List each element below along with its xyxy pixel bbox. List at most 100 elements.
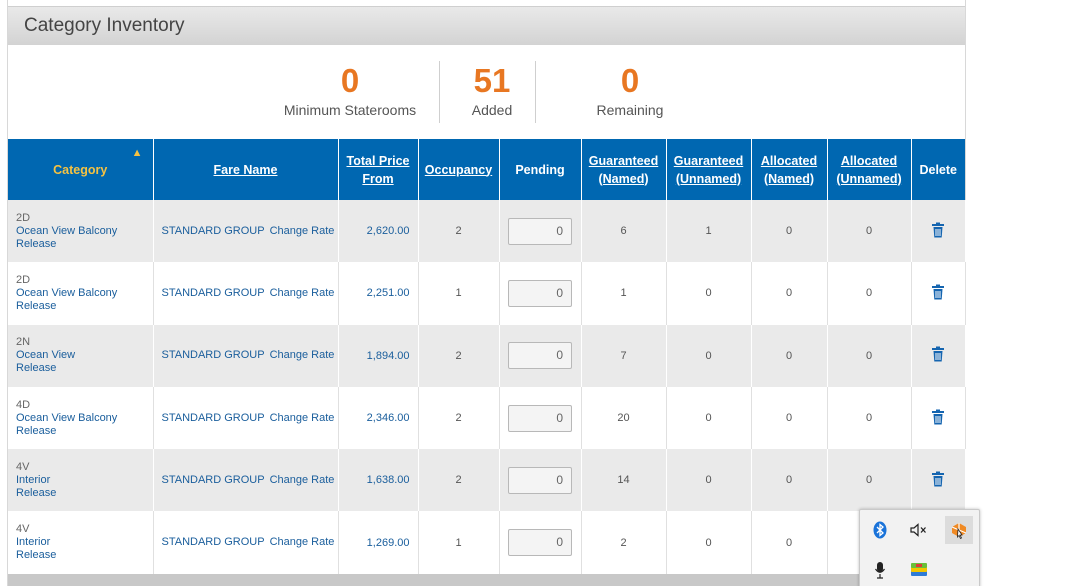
release-link[interactable]: Release [16, 362, 57, 375]
release-link[interactable]: Release [16, 424, 57, 437]
column-header-total-price-from[interactable]: Total Price From [338, 139, 419, 200]
table-row: 4D Ocean View Balcony Release STANDARD GROU… [8, 386, 966, 450]
column-header-allocated-unnamed[interactable]: Allocated (Unnamed) [827, 139, 912, 200]
allocated-named-cell: 0 [751, 386, 828, 450]
column-header-allocated-named[interactable]: Allocated (Named) [751, 139, 828, 200]
category-name-link[interactable]: Ocean View Balcony [16, 411, 118, 424]
column-header-guaranteed-named[interactable]: Guaranteed (Named) [581, 139, 667, 200]
trash-icon[interactable] [931, 284, 945, 303]
header-label: From [362, 171, 394, 186]
sort-ascending-icon: ▲ [131, 147, 143, 159]
pending-cell: 0 [499, 511, 582, 574]
change-rate-link[interactable]: Change Rate [269, 536, 335, 549]
trash-icon[interactable] [931, 471, 945, 490]
header-label: Delete [919, 162, 958, 177]
category-name-link[interactable]: Ocean View [16, 349, 76, 362]
change-rate-link[interactable]: Change Rate [269, 286, 335, 299]
release-link[interactable]: Release [16, 299, 57, 312]
guaranteed-unnamed-cell: 1 [666, 200, 752, 263]
release-link[interactable]: Release [16, 237, 57, 250]
category-name-link[interactable]: Ocean View Balcony [16, 286, 118, 299]
delete-cell [911, 449, 966, 512]
trash-icon[interactable] [931, 222, 945, 241]
allocated-unnamed-cell: 0 [827, 386, 912, 450]
fare-name-link[interactable]: STANDARD GROUP [161, 349, 265, 362]
stat-label: Remaining [596, 102, 664, 118]
change-rate-link[interactable]: Change Rate [269, 411, 335, 424]
header-label: Pending [515, 162, 565, 177]
panel-title: Category Inventory [24, 15, 185, 36]
pending-input[interactable]: 0 [508, 466, 572, 494]
allocated-named-cell: 0 [751, 262, 828, 325]
category-inventory-table: ▲ Category Fare Name Total Price From Oc… [8, 139, 966, 574]
delete-cell [911, 200, 966, 263]
category-cell: 4D Ocean View Balcony Release [8, 386, 154, 450]
guaranteed-named-cell: 6 [581, 200, 667, 263]
guaranteed-unnamed-cell: 0 [666, 386, 752, 450]
header-label: Occupancy [424, 162, 493, 177]
category-code: 4V [16, 523, 30, 536]
category-cell: 2D Ocean View Balcony Release [8, 200, 154, 263]
table-row: 4V Interior Release STANDARD GROUP Change Ra… [8, 449, 966, 512]
header-label: Total Price [346, 153, 410, 168]
release-link[interactable]: Release [16, 549, 57, 562]
pending-input[interactable]: 0 [508, 404, 572, 432]
fare-name-cell: STANDARD GROUP Change Rate [153, 511, 339, 574]
fare-name-link[interactable]: STANDARD GROUP [161, 286, 265, 299]
table-row: 4V Interior Release STANDARD GROUP Change Ra… [8, 511, 966, 574]
bluestacks-icon[interactable] [905, 556, 933, 584]
category-name-link[interactable]: Interior [16, 473, 51, 486]
guaranteed-unnamed-cell: 0 [666, 324, 752, 387]
table-row: 2D Ocean View Balcony Release STANDARD GROU… [8, 200, 966, 263]
column-header-guaranteed-unnamed[interactable]: Guaranteed (Unnamed) [666, 139, 752, 200]
occupancy-cell: 2 [418, 386, 500, 450]
header-label: (Unnamed) [675, 171, 742, 186]
column-header-occupancy[interactable]: Occupancy [418, 139, 500, 200]
stat-label: Minimum Staterooms [283, 102, 417, 118]
occupancy-cell: 2 [418, 200, 500, 263]
change-rate-link[interactable]: Change Rate [269, 349, 335, 362]
column-header-pending: Pending [499, 139, 582, 200]
total-price-cell: 1,894.00 [338, 324, 419, 387]
category-cell: 4V Interior Release [8, 511, 154, 574]
category-name-link[interactable]: Ocean View Balcony [16, 224, 118, 237]
table-footer-bar [8, 574, 965, 586]
stat-divider [535, 61, 536, 123]
pending-input[interactable]: 0 [508, 217, 572, 245]
fare-name-link[interactable]: STANDARD GROUP [161, 473, 265, 486]
change-rate-link[interactable]: Change Rate [269, 224, 335, 237]
pending-input[interactable]: 0 [508, 342, 572, 370]
category-name-link[interactable]: Interior [16, 536, 51, 549]
table-row: 2N Ocean View Release STANDARD GROUP Change … [8, 324, 966, 387]
header-label: Guaranteed [588, 153, 659, 168]
release-link[interactable]: Release [16, 486, 57, 499]
occupancy-cell: 1 [418, 262, 500, 325]
fare-name-link[interactable]: STANDARD GROUP [161, 536, 265, 549]
change-rate-link[interactable]: Change Rate [269, 473, 335, 486]
category-cell: 2N Ocean View Release [8, 324, 154, 387]
category-cell: 4V Interior Release [8, 449, 154, 512]
panel-top-strip [8, 0, 965, 7]
trash-icon[interactable] [931, 409, 945, 428]
pending-input[interactable]: 0 [508, 529, 572, 557]
column-header-category[interactable]: ▲ Category [8, 139, 154, 200]
trash-icon[interactable] [931, 346, 945, 365]
pending-input[interactable]: 0 [508, 279, 572, 307]
fare-name-link[interactable]: STANDARD GROUP [161, 411, 265, 424]
volume-muted-icon[interactable] [905, 516, 933, 544]
inventory-summary: 0 Minimum Staterooms 51 Added 0 Remainin… [8, 45, 965, 139]
fare-name-link[interactable]: STANDARD GROUP [161, 224, 265, 237]
column-header-fare-name[interactable]: Fare Name [153, 139, 339, 200]
bluetooth-icon[interactable] [866, 516, 894, 544]
app-orange-icon[interactable] [945, 516, 973, 544]
delete-cell [911, 386, 966, 450]
total-price-cell: 2,251.00 [338, 262, 419, 325]
table-header-row: ▲ Category Fare Name Total Price From Oc… [8, 139, 965, 200]
header-label: Allocated [840, 153, 898, 168]
header-label: Allocated [760, 153, 818, 168]
fare-name-cell: STANDARD GROUP Change Rate [153, 262, 339, 325]
total-price-cell: 1,638.00 [338, 449, 419, 512]
microphone-icon[interactable] [866, 556, 894, 584]
total-price-cell: 1,269.00 [338, 511, 419, 574]
pending-cell: 0 [499, 386, 582, 450]
